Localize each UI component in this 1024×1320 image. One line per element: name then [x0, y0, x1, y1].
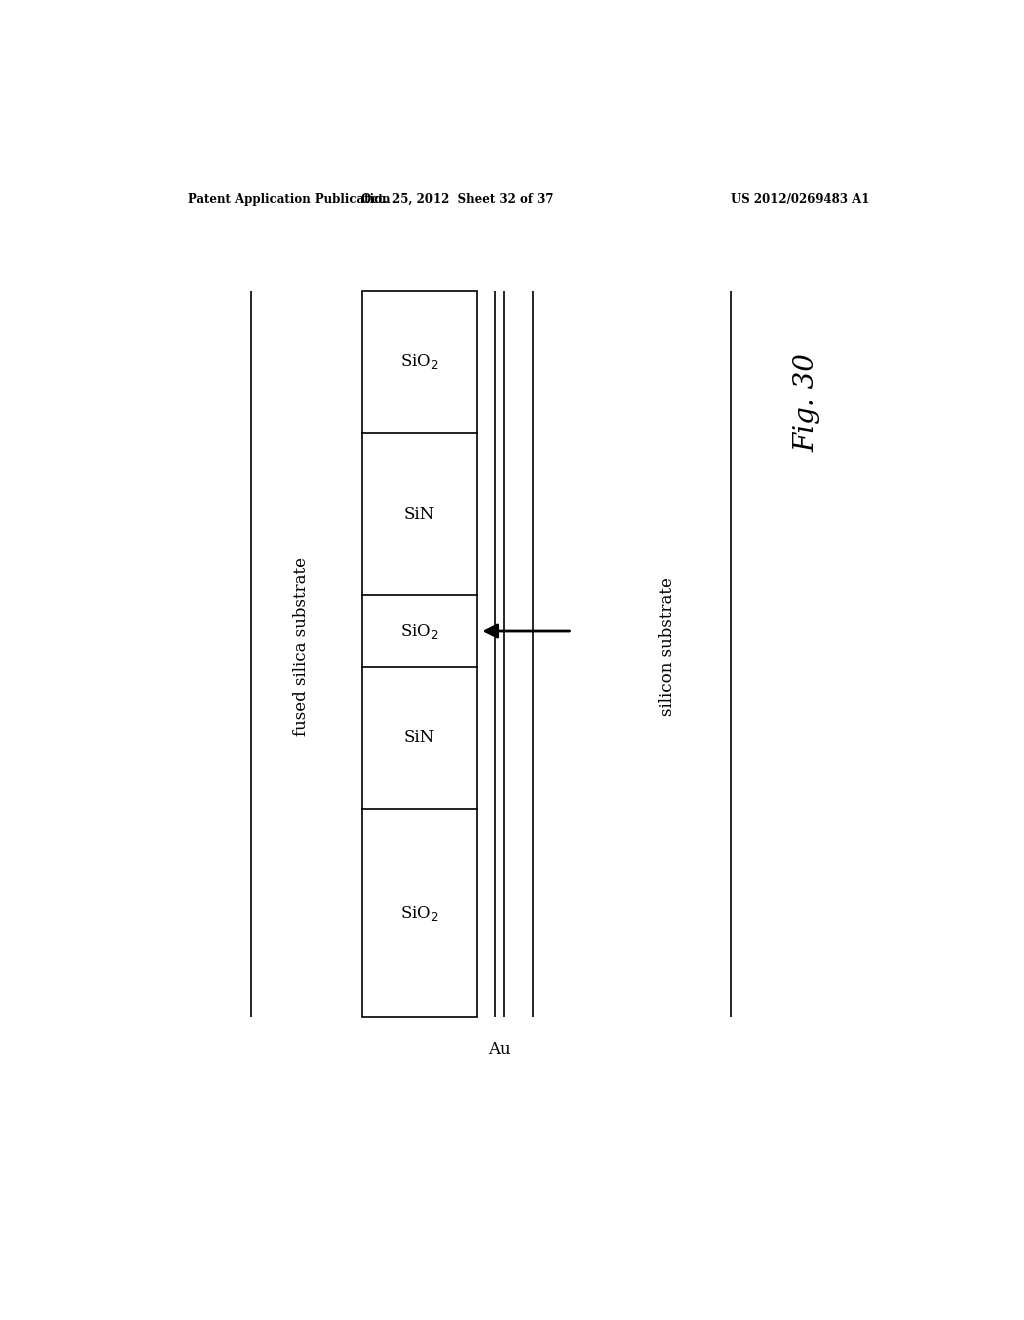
Text: Patent Application Publication: Patent Application Publication [187, 193, 390, 206]
Text: Fig. 30: Fig. 30 [793, 352, 820, 451]
Text: fused silica substrate: fused silica substrate [293, 557, 309, 735]
Text: SiN: SiN [404, 506, 435, 523]
Text: SiO$_2$: SiO$_2$ [400, 904, 439, 923]
Text: Au: Au [488, 1040, 511, 1057]
Text: Oct. 25, 2012  Sheet 32 of 37: Oct. 25, 2012 Sheet 32 of 37 [361, 193, 554, 206]
Text: SiO$_2$: SiO$_2$ [400, 622, 439, 640]
Text: US 2012/0269483 A1: US 2012/0269483 A1 [731, 193, 869, 206]
Text: silicon substrate: silicon substrate [659, 577, 676, 715]
Text: SiN: SiN [404, 729, 435, 746]
Text: SiO$_2$: SiO$_2$ [400, 352, 439, 371]
